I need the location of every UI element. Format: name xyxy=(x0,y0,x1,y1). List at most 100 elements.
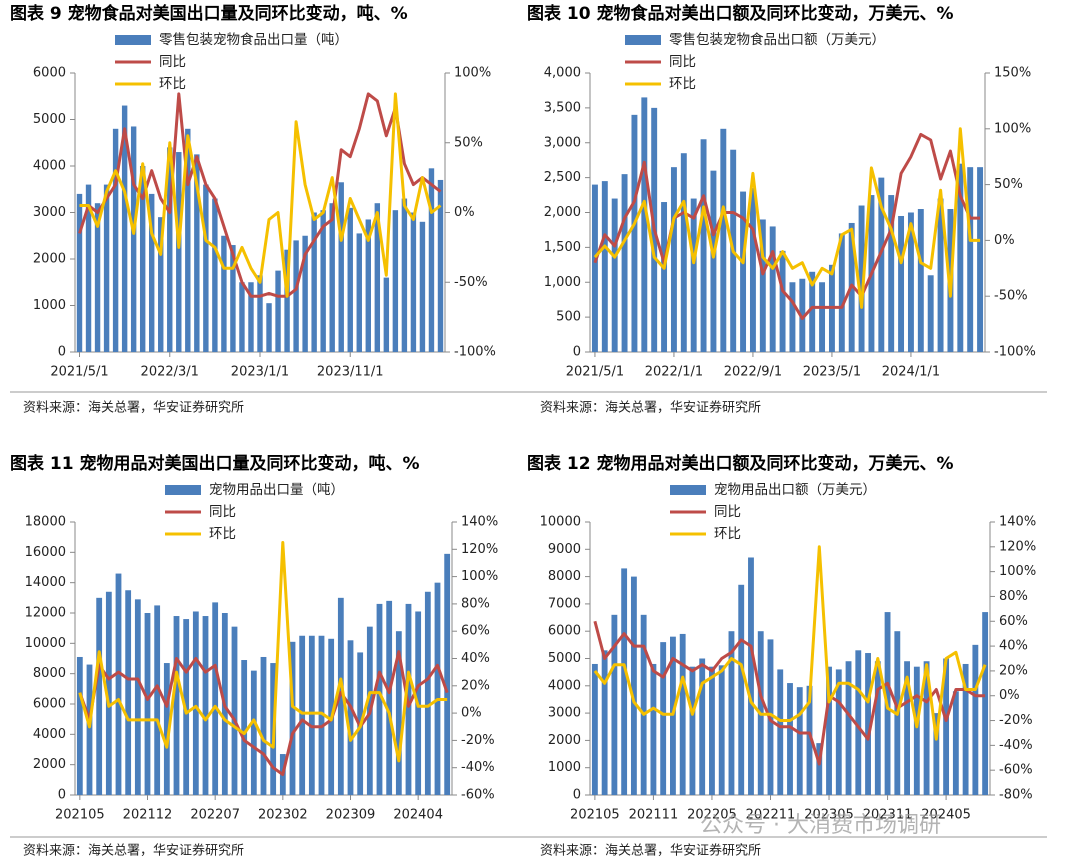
bar xyxy=(759,219,766,352)
x-tick-label: 2022/3/1 xyxy=(141,365,199,380)
watermark: 公众号 · 大消费市场调研 xyxy=(700,813,941,838)
bar xyxy=(212,198,218,352)
legend-label: 宠物用品出口量（吨） xyxy=(209,482,344,498)
x-tick-label: 2023/11/1 xyxy=(317,365,384,380)
y-tick-label: 6000 xyxy=(33,697,66,712)
y-tick-label: 4000 xyxy=(33,727,66,742)
bar xyxy=(275,270,281,352)
bar xyxy=(977,167,984,352)
bar xyxy=(212,602,219,795)
y-tick-label: 3000 xyxy=(33,205,66,220)
y2-tick-label: 0% xyxy=(999,688,1020,703)
y2-tick-label: 0% xyxy=(454,205,475,220)
y-tick-label: 5000 xyxy=(33,112,66,127)
bar xyxy=(660,642,667,795)
x-tick-label: 202311 xyxy=(863,808,913,823)
bar xyxy=(383,277,390,352)
bar xyxy=(115,573,122,795)
bar xyxy=(927,275,934,352)
y-tick-label: 6000 xyxy=(548,624,581,639)
bar xyxy=(144,613,151,795)
y2-tick-label: 50% xyxy=(454,135,483,150)
bar xyxy=(943,658,950,795)
bar xyxy=(957,163,964,352)
bar xyxy=(149,193,155,352)
bar xyxy=(239,282,245,352)
bar xyxy=(749,188,756,352)
x-tick-label: 202211 xyxy=(746,808,796,823)
y2-tick-label: 20% xyxy=(999,663,1028,678)
bar xyxy=(318,635,325,795)
y-tick-label: 1000 xyxy=(548,760,581,775)
bar xyxy=(284,249,290,352)
y-tick-label: 10000 xyxy=(540,515,581,530)
y2-tick-label: 60% xyxy=(999,614,1028,629)
y-tick-label: 16000 xyxy=(25,545,66,560)
y2-tick-label: -100% xyxy=(994,345,1036,360)
bar xyxy=(192,611,199,795)
x-tick-label: 2021/5/1 xyxy=(566,365,624,380)
y2-tick-label: 0% xyxy=(461,706,482,721)
x-tick-label: 202207 xyxy=(190,808,240,823)
bar xyxy=(700,139,707,352)
bar xyxy=(299,635,306,795)
y2-tick-label: 80% xyxy=(461,596,490,611)
y2-tick-label: 100% xyxy=(994,121,1031,136)
y2-tick-label: 100% xyxy=(461,569,498,584)
bar xyxy=(670,167,677,352)
bar xyxy=(134,599,141,795)
y2-tick-label: 100% xyxy=(999,564,1036,579)
y-tick-label: 3000 xyxy=(548,706,581,721)
x-tick-label: 2023/1/1 xyxy=(231,365,289,380)
bar xyxy=(962,663,969,795)
y-tick-label: 1,500 xyxy=(544,240,581,255)
legend-label: 同比 xyxy=(714,504,741,520)
bar xyxy=(917,209,924,352)
x-tick-label: 202205 xyxy=(687,808,737,823)
bar xyxy=(967,167,974,352)
y2-tick-label: 150% xyxy=(994,66,1031,81)
bar xyxy=(308,635,315,795)
bar xyxy=(679,633,686,795)
bar xyxy=(230,245,236,352)
y-tick-label: 5000 xyxy=(548,651,581,666)
chart: 图表 11 宠物用品对美国出口量及同环比变动，吨、% 资料来源：海关总署，华安证券… xyxy=(10,453,530,859)
bar xyxy=(680,153,687,352)
bar xyxy=(748,557,754,795)
y2-tick-label: -50% xyxy=(454,275,488,290)
bar xyxy=(806,685,813,795)
legend-swatch xyxy=(625,35,661,45)
bar xyxy=(855,650,862,795)
bar xyxy=(266,303,272,352)
y2-tick-label: -50% xyxy=(994,289,1028,304)
y-tick-label: 2000 xyxy=(33,252,66,267)
bar xyxy=(591,663,598,795)
y-tick-label: 1000 xyxy=(33,298,66,313)
x-tick-label: 202111 xyxy=(629,808,679,823)
bar xyxy=(437,179,444,352)
bar xyxy=(709,666,715,795)
bar xyxy=(260,656,267,795)
bar xyxy=(904,661,910,795)
bar xyxy=(799,278,806,352)
y2-tick-label: 120% xyxy=(461,542,498,557)
bar xyxy=(699,658,706,795)
bar xyxy=(972,644,979,795)
bar xyxy=(289,641,296,795)
chart-title: 图表 10 宠物食品对美出口额及同环比变动，万美元、% xyxy=(527,3,954,24)
x-tick-label: 202105 xyxy=(55,808,105,823)
bar xyxy=(601,650,608,795)
bar xyxy=(428,168,435,352)
bar xyxy=(777,669,784,795)
legend-label: 同比 xyxy=(159,54,186,70)
bar xyxy=(878,177,885,352)
chart: 图表 12 宠物用品对美出口额及同环比变动，万美元、% 资料来源：海关总署，华安证… xyxy=(527,453,1047,859)
bar xyxy=(640,614,647,795)
x-tick-label: 2023/5/1 xyxy=(803,365,861,380)
bar xyxy=(158,217,164,352)
bar xyxy=(167,147,173,352)
bar xyxy=(76,193,83,352)
bar xyxy=(419,221,426,352)
bar xyxy=(809,271,816,352)
